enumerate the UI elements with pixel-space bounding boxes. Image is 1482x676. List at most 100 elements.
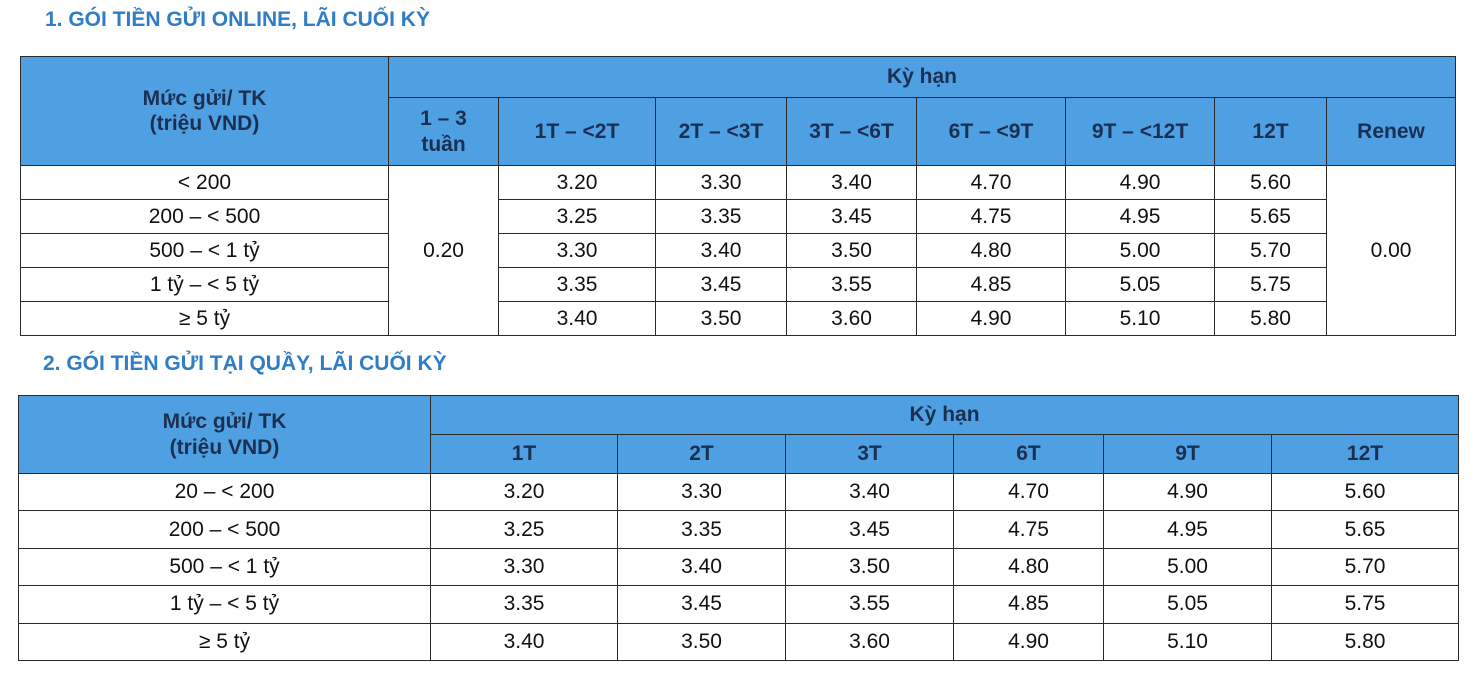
- column-header: 3T – <6T: [786, 97, 917, 166]
- rate-cell: 3.45: [785, 510, 954, 549]
- rate-cell: 5.10: [1103, 622, 1272, 661]
- header-row: 1T 2T 3T 6T 9T 12T: [19, 434, 1460, 474]
- rate-cell: 4.90: [916, 301, 1066, 336]
- rate-cell: 5.65: [1214, 199, 1327, 234]
- column-header-line: 12T: [1346, 442, 1384, 466]
- rate-cell: 4.90: [1103, 472, 1272, 512]
- rate-cell: 5.80: [1214, 301, 1327, 336]
- header-row: Mức gửi/ TK (triệu VND) Kỳ hạn: [18, 395, 1460, 474]
- rate-cell: 5.70: [1214, 233, 1327, 268]
- rate-cell: 3.50: [786, 233, 917, 268]
- rate-cell: 4.95: [1065, 199, 1215, 234]
- rate-cell: 5.10: [1065, 301, 1215, 336]
- section-title: 2. GÓI TIỀN GỬI TẠI QUẦY, LÃI CUỐI KỲ: [43, 352, 447, 375]
- rate-cell: 4.70: [953, 472, 1104, 512]
- column-header: 1T: [430, 434, 618, 474]
- column-header: 9T: [1103, 434, 1272, 474]
- rate-cell: 3.40: [617, 547, 786, 587]
- merged-cell: 0.20: [388, 165, 499, 336]
- data-row: 1 tỷ – < 5 tỷ 3.35 3.45 3.55 4.85 5.05 5.75: [20, 267, 1456, 302]
- data-row: 20 – < 200 3.20 3.30 3.40 4.70 4.90 5.60: [18, 472, 1460, 512]
- rate-cell: 3.50: [785, 547, 954, 587]
- row-label: 500 – < 1 tỷ: [20, 233, 389, 268]
- rate-cell: 3.35: [430, 585, 618, 624]
- rate-cell: 3.25: [498, 199, 656, 234]
- row-label: 200 – < 500: [18, 510, 431, 549]
- column-header-line: 1 – 3: [420, 107, 467, 131]
- data-row: ≥ 5 tỷ 3.40 3.50 3.60 4.90 5.10 5.80: [18, 622, 1460, 661]
- rate-cell: 3.40: [655, 233, 787, 268]
- rate-cell: 3.20: [430, 472, 618, 512]
- data-row: < 200 0.20 3.20 3.30 3.40 4.70 4.90 5.60 0.00: [20, 165, 1457, 336]
- group-header: Kỳ hạn: [387, 56, 1457, 98]
- column-header: 6T: [953, 434, 1104, 474]
- rate-cell: 3.40: [498, 301, 656, 336]
- rate-cell: 3.30: [617, 472, 786, 512]
- row-header-line: Mức gửi/ TK: [142, 86, 267, 110]
- rate-cell: 3.40: [785, 472, 954, 512]
- rate-cell: 4.90: [1065, 165, 1215, 200]
- rate-cell: 5.75: [1214, 267, 1327, 302]
- column-header-line: 2T – <3T: [678, 119, 764, 143]
- column-header: 2T – <3T: [655, 97, 787, 166]
- rate-cell: 5.70: [1270, 547, 1460, 587]
- column-header-line: 6T – <9T: [948, 119, 1034, 143]
- rate-cell: 3.50: [617, 622, 786, 661]
- rate-cell: 4.80: [953, 547, 1104, 587]
- rate-cell: 3.60: [786, 301, 917, 336]
- column-header: 12T: [1214, 97, 1327, 166]
- rate-cell: 5.60: [1270, 472, 1460, 512]
- row-label: ≥ 5 tỷ: [20, 301, 389, 336]
- row-header: Mức gửi/ TK (triệu VND): [18, 395, 431, 474]
- row-label: 20 – < 200: [18, 472, 431, 512]
- rate-cell: 3.55: [785, 585, 954, 624]
- rate-cell: 5.00: [1103, 547, 1272, 587]
- column-header-line: 6T: [1016, 442, 1041, 466]
- rate-cell: 3.45: [655, 267, 787, 302]
- rate-table: Mức gửi/ TK (triệu VND) Kỳ hạn 1 – 3 tuần 1T …: [20, 56, 1457, 336]
- data-row: 500 – < 1 tỷ 3.30 3.40 3.50 4.80 5.00 5.70: [20, 233, 1456, 268]
- rate-cell: 3.45: [617, 585, 786, 624]
- header-row: Mức gửi/ TK (triệu VND) Kỳ hạn: [20, 56, 1457, 166]
- data-row: ≥ 5 tỷ 3.40 3.50 3.60 4.90 5.10 5.80: [20, 301, 1456, 336]
- row-header-line: (triệu VND): [149, 112, 260, 135]
- rate-cell: 3.30: [498, 233, 656, 268]
- rate-cell: 4.90: [953, 622, 1104, 661]
- column-header: 3T: [785, 434, 954, 474]
- column-header-line: 1T – <2T: [534, 119, 620, 143]
- row-header-line: (triệu VND): [169, 435, 280, 459]
- merged-cell: 0.00: [1325, 165, 1457, 336]
- rate-cell: 3.60: [785, 622, 954, 661]
- rate-table: Mức gửi/ TK (triệu VND) Kỳ hạn 1T 2T 3T 6T 9T 12…: [18, 395, 1460, 661]
- rate-cell: 4.75: [953, 510, 1104, 549]
- column-header-line: 12T: [1252, 119, 1289, 143]
- column-header: 6T – <9T: [916, 97, 1066, 166]
- rate-cell: 5.80: [1270, 622, 1460, 661]
- rate-cell: 4.80: [916, 233, 1066, 268]
- rate-cell: 4.75: [916, 199, 1066, 234]
- rate-cell: 5.05: [1103, 585, 1272, 624]
- section-title: 1. GÓI TIỀN GỬI ONLINE, LÃI CUỐI KỲ: [45, 8, 430, 31]
- rate-cell: 4.95: [1103, 510, 1272, 549]
- row-label: 200 – < 500: [20, 199, 389, 234]
- rate-cell: 3.40: [786, 165, 917, 200]
- row-header: Mức gửi/ TK (triệu VND): [20, 56, 389, 166]
- rate-cell: 3.45: [786, 199, 917, 234]
- row-header-line: Mức gửi/ TK: [162, 410, 287, 434]
- rate-cell: 3.55: [786, 267, 917, 302]
- rate-cell: 3.35: [617, 510, 786, 549]
- column-header: 2T: [617, 434, 786, 474]
- rate-cell: 5.75: [1270, 585, 1460, 624]
- rate-cell: 3.35: [655, 199, 787, 234]
- column-header-line: 9T: [1175, 442, 1200, 466]
- row-label: ≥ 5 tỷ: [18, 622, 431, 661]
- data-row: 200 – < 500 3.25 3.35 3.45 4.75 4.95 5.65: [18, 510, 1460, 549]
- rate-cell: 5.05: [1065, 267, 1215, 302]
- rate-cell: 3.35: [498, 267, 656, 302]
- rate-cell: 4.85: [916, 267, 1066, 302]
- column-header-line: 3T: [857, 442, 882, 466]
- column-header-line: tuần: [421, 132, 466, 156]
- rate-cell: 5.60: [1214, 165, 1327, 200]
- header-row: 1 – 3 tuần 1T – <2T 2T – <3T 3T – <6T 6T – <9…: [21, 97, 1457, 166]
- data-row: 200 – < 500 3.25 3.35 3.45 4.75 4.95 5.65: [20, 199, 1456, 234]
